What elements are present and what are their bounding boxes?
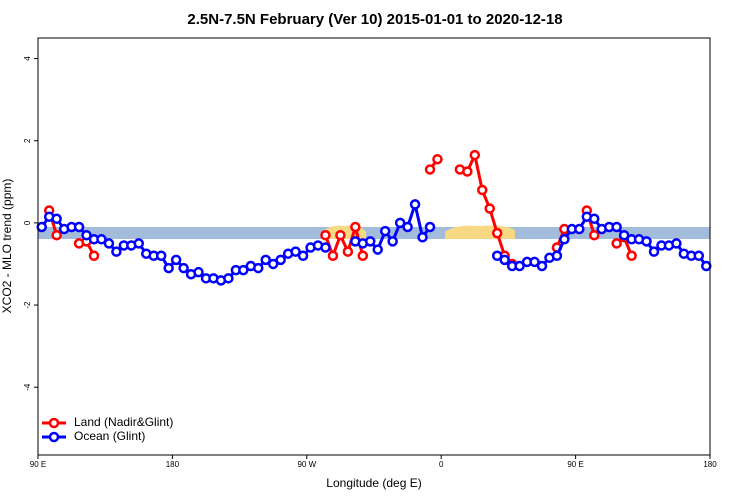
point — [424, 164, 436, 175]
y-tick-label: -4 — [23, 383, 32, 391]
point — [618, 229, 630, 241]
point — [432, 153, 443, 165]
point — [641, 236, 652, 247]
point — [462, 166, 473, 177]
point — [477, 184, 488, 196]
point — [589, 229, 600, 241]
land-band — [445, 225, 515, 239]
legend-marker — [48, 431, 60, 443]
point — [238, 264, 249, 276]
point — [611, 238, 622, 249]
point — [357, 250, 369, 261]
x-tick-label: 90 E — [567, 460, 583, 469]
x-axis-label: Longitude (deg E) — [326, 476, 421, 490]
point — [36, 221, 47, 233]
point — [484, 203, 495, 214]
y-tick-label: 4 — [23, 56, 32, 61]
point — [551, 250, 563, 261]
x-tick-label: 90 E — [30, 460, 46, 469]
point — [51, 213, 62, 225]
point — [267, 258, 279, 270]
point — [163, 262, 174, 274]
point — [387, 236, 398, 247]
point — [320, 242, 331, 253]
point — [394, 217, 406, 229]
point — [88, 250, 100, 261]
point — [133, 238, 145, 249]
x-tick-label: 0 — [439, 460, 444, 469]
plot-frame — [37, 37, 711, 456]
y-tick-label: -2 — [23, 301, 32, 309]
point — [335, 229, 346, 241]
point — [648, 246, 660, 257]
point — [491, 250, 503, 261]
point — [275, 254, 286, 266]
x-tick-label: 90 W — [297, 460, 316, 469]
point — [536, 260, 548, 272]
point — [574, 223, 585, 235]
legend-marker — [48, 417, 60, 429]
point — [96, 234, 107, 245]
point — [103, 238, 115, 249]
point — [469, 149, 481, 161]
point — [81, 229, 92, 241]
point — [327, 250, 339, 261]
point — [499, 254, 510, 266]
point — [559, 234, 570, 245]
point — [290, 246, 301, 257]
point — [170, 254, 182, 266]
y-tick-label: 2 — [23, 138, 32, 143]
point — [514, 260, 525, 272]
point — [365, 236, 376, 247]
point — [111, 246, 122, 257]
point — [51, 229, 62, 241]
legend-label: Land (Nadir&Glint) — [74, 415, 173, 429]
point — [626, 250, 637, 261]
point — [379, 225, 391, 237]
x-tick-label: 180 — [703, 460, 717, 469]
point — [693, 250, 705, 261]
point — [529, 256, 540, 268]
point — [260, 254, 271, 266]
point — [193, 266, 204, 278]
point — [589, 213, 600, 225]
y-tick-label: 0 — [23, 220, 32, 225]
point — [178, 262, 189, 274]
point — [372, 244, 383, 255]
point — [350, 221, 361, 233]
y-axis-label: XCO2 - MLO trend (ppm) — [0, 179, 14, 314]
ocean-band — [38, 227, 710, 239]
point — [253, 262, 264, 274]
point — [671, 238, 682, 249]
point — [424, 221, 436, 233]
point — [611, 221, 622, 233]
point — [409, 199, 421, 210]
point — [223, 273, 234, 284]
point — [155, 250, 167, 261]
chart-title: 2.5N-7.5N February (Ver 10) 2015-01-01 t… — [187, 11, 562, 28]
point — [297, 250, 309, 261]
point — [701, 260, 712, 272]
point — [73, 221, 85, 233]
x-tick-label: 180 — [166, 460, 180, 469]
point — [320, 229, 331, 241]
point — [417, 232, 428, 243]
point — [491, 227, 503, 239]
point — [402, 221, 413, 233]
legend-label: Ocean (Glint) — [74, 429, 145, 443]
point — [342, 246, 354, 257]
